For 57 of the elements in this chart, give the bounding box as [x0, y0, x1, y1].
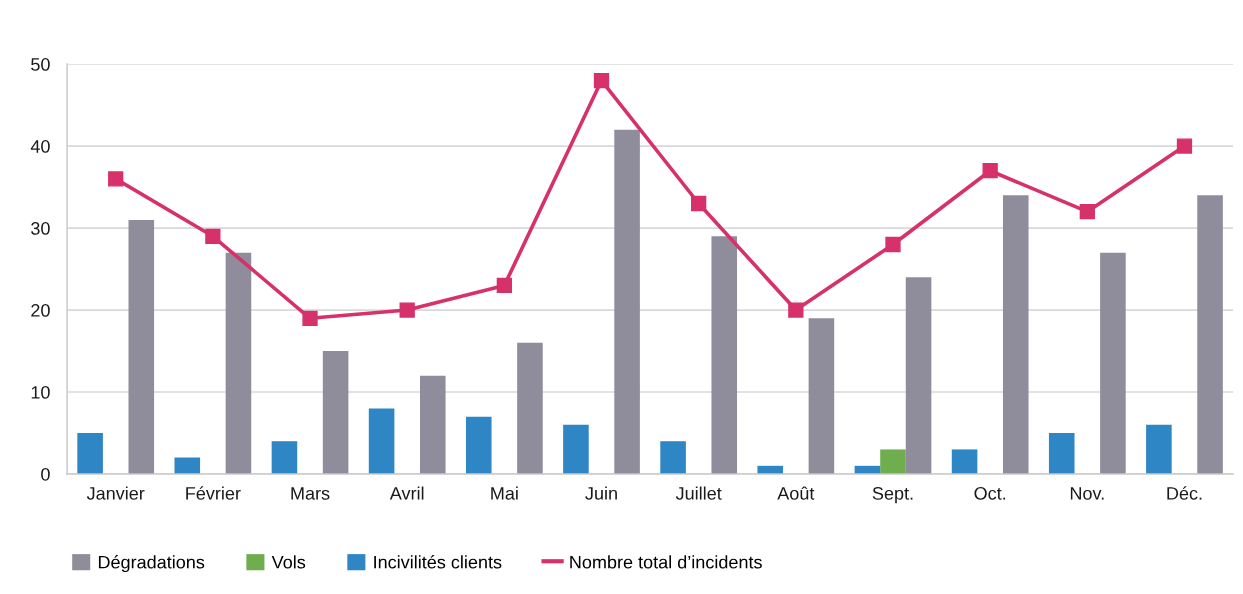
y-tick-label: 10 [31, 385, 50, 399]
bar [1002, 195, 1029, 475]
point [108, 171, 124, 187]
x-tick-label: Août [777, 486, 815, 500]
bar [905, 277, 932, 475]
y-tick-label: 50 [31, 58, 50, 71]
bar [951, 449, 978, 475]
y-tick-label: 40 [30, 140, 50, 153]
x-tick-label: Février [186, 486, 241, 500]
x-tick-label: Oct. [974, 486, 1006, 500]
bar [368, 408, 395, 475]
bar [77, 433, 103, 475]
x-tick-label: Sept. [872, 486, 913, 504]
point [593, 72, 610, 89]
x-tick-label: Juillet [675, 486, 722, 500]
bar [517, 342, 543, 475]
point [885, 236, 901, 253]
legend-label: Nombre total d’incidents [570, 555, 762, 569]
point [1079, 204, 1095, 220]
point [205, 228, 221, 244]
x-tick-label: Nov. [1070, 487, 1104, 500]
x-tick-label: Mai [491, 486, 518, 500]
bar [660, 441, 686, 475]
bar [614, 129, 640, 475]
bar [419, 375, 446, 475]
point [1176, 138, 1193, 154]
y-tick-label: 0 [41, 467, 50, 481]
bar [128, 219, 155, 475]
bar [1048, 433, 1075, 475]
legend-label: Incivilités clients [374, 555, 502, 569]
bar [711, 236, 738, 475]
point [691, 195, 707, 212]
bar [465, 416, 492, 475]
bar [1146, 424, 1172, 475]
point [788, 302, 804, 318]
bar [225, 252, 252, 475]
x-tick-label: Déc. [1167, 486, 1202, 500]
bar [271, 441, 298, 475]
x-tick-label: Mars [291, 487, 330, 500]
point [302, 310, 318, 326]
bar [880, 449, 906, 475]
point [399, 302, 415, 318]
x-tick-label: Juin [585, 486, 617, 500]
y-tick-label: 30 [31, 222, 50, 235]
bar [1100, 252, 1126, 475]
bar [1197, 195, 1223, 475]
bar [322, 351, 349, 475]
y-tick-label: 20 [31, 304, 50, 317]
x-tick-label: Janvier [86, 486, 145, 500]
x-tick-label: Avril [389, 486, 424, 500]
bar [174, 457, 201, 475]
bar [563, 424, 589, 475]
point [496, 277, 512, 294]
legend-label: Vols [271, 555, 306, 569]
bar [808, 318, 835, 475]
legend-label: Dégradations [98, 555, 205, 573]
point [982, 163, 998, 179]
